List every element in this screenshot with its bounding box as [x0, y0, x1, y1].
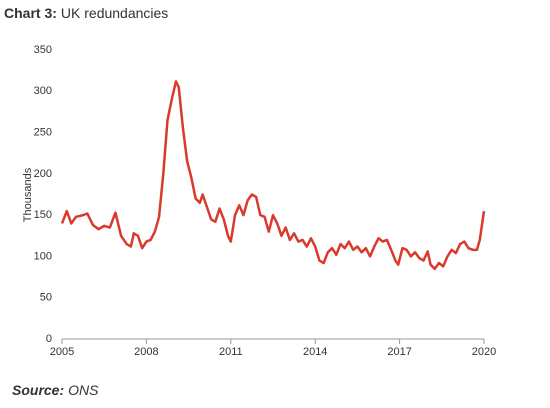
y-tick-label: 250 [34, 126, 52, 138]
x-tick-label: 2005 [50, 346, 74, 358]
y-tick-label: 200 [34, 168, 52, 180]
title-label: Chart 3: [4, 5, 57, 21]
x-tick-label: 2011 [219, 346, 243, 358]
source-text: ONS [68, 382, 99, 398]
y-tick-label: 350 [34, 44, 52, 56]
chart-title: Chart 3: UK redundancies [4, 5, 168, 21]
source: Source: ONS [12, 382, 99, 398]
y-axis-label: Thousands [22, 167, 34, 222]
x-tick-label: 2017 [387, 346, 411, 358]
source-label: Source: [12, 382, 64, 398]
y-tick-label: 50 [40, 292, 52, 304]
x-tick-label: 2020 [472, 346, 496, 358]
title-text: UK redundancies [61, 5, 168, 21]
x-tick-label: 2014 [303, 346, 327, 358]
y-tick-label: 0 [46, 333, 52, 345]
line-series [60, 80, 486, 271]
y-tick-label: 150 [34, 209, 52, 221]
y-tick-label: 300 [34, 85, 52, 97]
x-tick-label: 2008 [134, 346, 158, 358]
y-tick-label: 100 [34, 250, 52, 262]
